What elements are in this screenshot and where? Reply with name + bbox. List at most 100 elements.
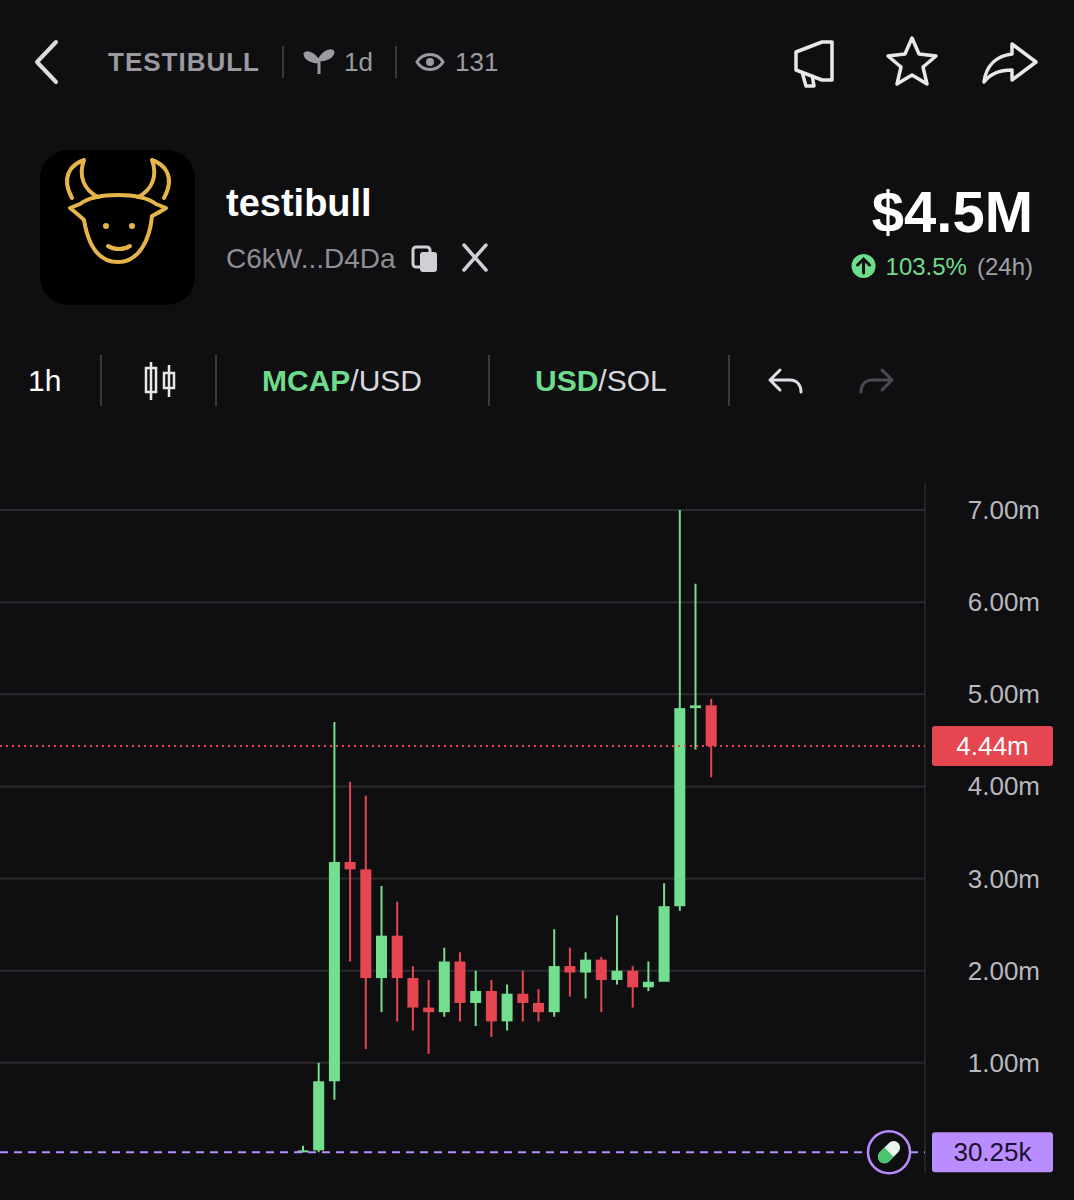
undo-button[interactable] — [770, 370, 801, 392]
logo-drawing — [67, 160, 98, 198]
grid-line — [0, 509, 925, 511]
candle-body — [407, 978, 418, 1007]
candle-wick — [349, 782, 351, 962]
reference-label-box — [932, 726, 1053, 766]
y-tick-label: 7.00m — [968, 495, 1040, 525]
back-button[interactable] — [37, 42, 56, 82]
candle-body — [706, 705, 717, 746]
reference-label-box — [932, 1132, 1053, 1172]
reference-line — [0, 745, 925, 747]
grid-line — [0, 601, 925, 603]
logo-drawing — [103, 223, 109, 229]
change-icon — [858, 259, 870, 273]
candle-body — [486, 991, 497, 1021]
candle-body — [533, 1003, 544, 1012]
divider — [488, 355, 490, 406]
y-tick-label: 1.00m — [968, 1048, 1040, 1078]
y-tick-label: 6.00m — [968, 587, 1040, 617]
candle-type-button[interactable] — [164, 373, 174, 388]
symbol: TESTIBULL — [108, 47, 260, 77]
reference-label: 30.25k — [953, 1137, 1032, 1167]
grid-line — [0, 878, 925, 880]
background — [0, 0, 1074, 1200]
age: 1d — [344, 47, 373, 77]
pill-icon — [868, 1131, 910, 1173]
views-icon — [426, 58, 434, 66]
candle-body — [376, 936, 387, 978]
candle-body — [329, 862, 340, 1081]
token-address: C6kW...D4Da — [226, 243, 396, 274]
candle-body — [455, 961, 466, 1002]
reference-label: 4.44m — [956, 731, 1028, 761]
candle-wick — [428, 980, 430, 1054]
grid-line — [0, 1062, 925, 1064]
candle-body — [612, 971, 623, 980]
token-logo — [40, 150, 195, 305]
grid-line — [0, 693, 925, 695]
usd-label: USD — [535, 364, 598, 397]
candle-body — [313, 1081, 324, 1150]
market-cap: $4.5M — [872, 179, 1033, 244]
logo-drawing — [129, 223, 135, 229]
logo-drawing — [138, 160, 169, 198]
usd-alt-label: /SOL — [598, 364, 666, 397]
candle-wick — [585, 952, 587, 998]
candle-body — [627, 971, 638, 988]
y-tick-label: 3.00m — [968, 864, 1040, 894]
candle-body — [502, 994, 513, 1022]
y-tick-label: 5.00m — [968, 679, 1040, 709]
pill-icon — [875, 1138, 903, 1166]
divider — [100, 355, 102, 406]
plot-area — [0, 510, 925, 1152]
pill-icon — [875, 1138, 903, 1166]
divider — [215, 355, 217, 406]
grid-line — [0, 785, 925, 787]
reference-line — [0, 1151, 925, 1153]
candle-body — [580, 960, 591, 973]
screen: TESTIBULL 1d 131 testibull C6kW...D4Da $4.5M (… — [0, 0, 1074, 1200]
mcap-alt-label: /USD — [350, 364, 422, 397]
interval-button[interactable]: 1h — [28, 364, 61, 397]
candle-type-button[interactable] — [146, 368, 156, 392]
candle-body — [345, 862, 356, 869]
y-tick-label: 2.00m — [968, 956, 1040, 986]
redo-button[interactable] — [861, 370, 892, 392]
share-button[interactable] — [984, 44, 1036, 82]
announce-button[interactable] — [796, 42, 832, 86]
candle-body — [392, 936, 403, 978]
candle-body — [423, 1008, 434, 1013]
candle-body — [596, 960, 607, 980]
divider — [728, 355, 730, 406]
token-name: testibull — [226, 182, 372, 224]
mcap-toggle[interactable]: MCAP/USD — [262, 364, 422, 397]
copy-button[interactable] — [420, 252, 437, 272]
logo-drawing — [108, 246, 130, 249]
y-tick-label: 4.00m — [968, 771, 1040, 801]
change-period: (24h) — [977, 253, 1033, 280]
candle-body — [643, 982, 654, 988]
change-icon — [852, 254, 876, 278]
candle-body — [439, 961, 450, 1012]
views: 131 — [455, 47, 498, 77]
logo-drawing — [70, 195, 166, 262]
mcap-label: MCAP — [262, 364, 350, 397]
candle-body — [549, 966, 560, 1012]
y-axis-line — [924, 482, 926, 1173]
candle-body — [470, 991, 481, 1003]
candle-body — [360, 869, 371, 978]
candle-wick — [695, 584, 697, 750]
usd-toggle[interactable]: USD/SOL — [535, 364, 667, 397]
candle-body — [517, 994, 528, 1003]
candle-body — [659, 906, 670, 982]
candle-body — [690, 705, 701, 708]
candle-body — [674, 708, 685, 906]
divider — [395, 46, 397, 78]
pill-icon — [875, 1148, 893, 1166]
views-icon — [417, 55, 443, 70]
divider — [282, 46, 284, 78]
favorite-button[interactable] — [888, 38, 936, 84]
candle-body — [564, 966, 575, 972]
age-icon — [305, 51, 333, 74]
change: 103.5% — [886, 253, 967, 280]
x-link[interactable] — [464, 245, 486, 270]
